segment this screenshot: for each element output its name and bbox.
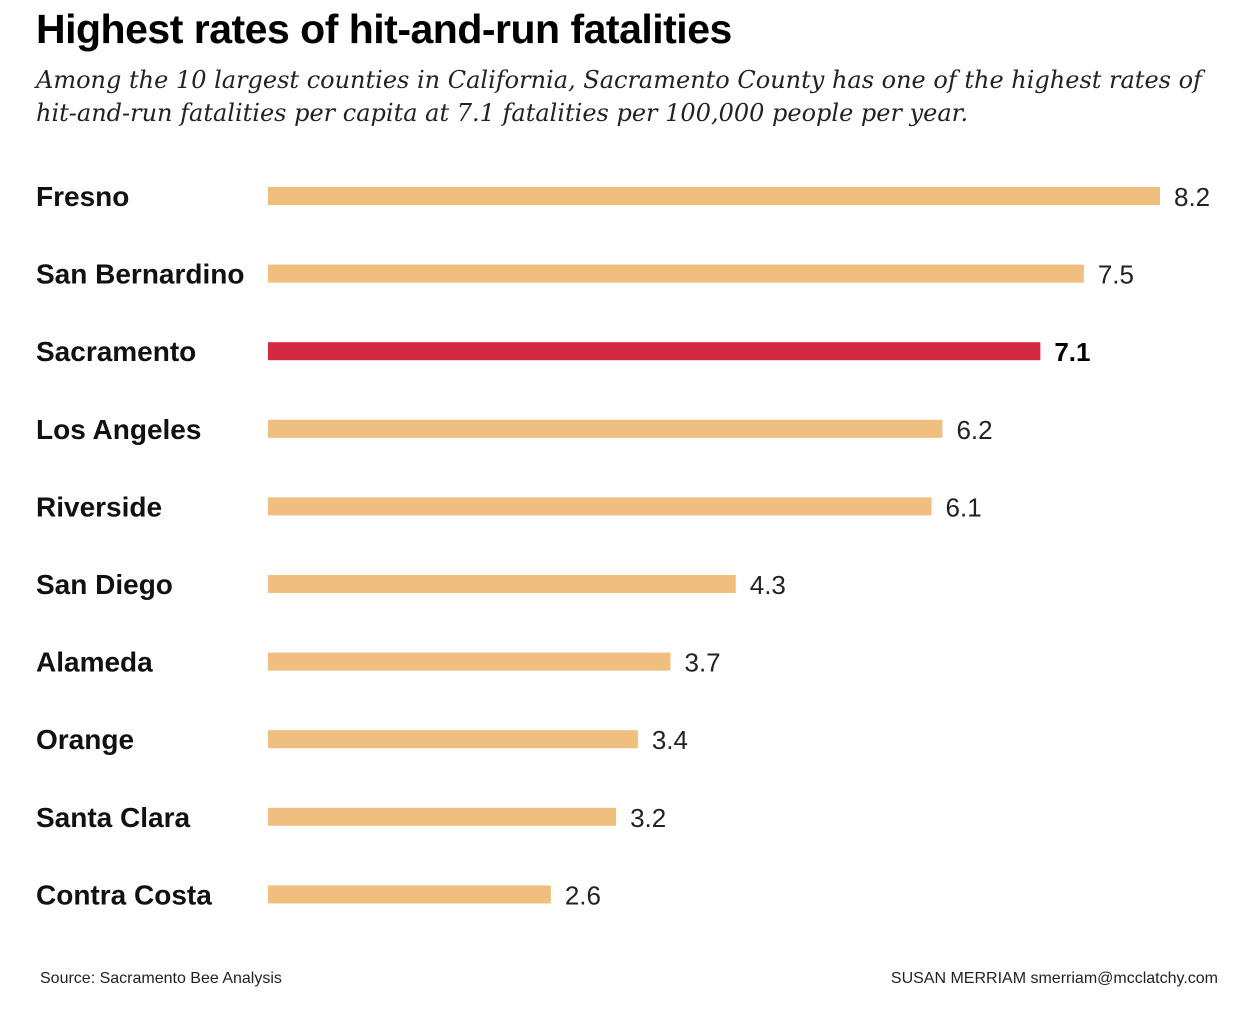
category-label-sacramento: Sacramento (36, 336, 196, 367)
bar-sacramento (268, 342, 1041, 361)
chart-title: Highest rates of hit-and-run fatalities (36, 6, 732, 52)
bar-orange (268, 730, 638, 749)
category-label-los-angeles: Los Angeles (36, 414, 201, 445)
bar-fresno (268, 187, 1160, 205)
category-label-santa-clara: Santa Clara (36, 802, 190, 833)
bar-santa-clara (268, 807, 617, 826)
chart-subtitle: Among the 10 largest counties in Califor… (36, 66, 1202, 127)
category-label-riverside: Riverside (36, 491, 162, 522)
bar-san-bernardino (268, 264, 1084, 283)
bar-alameda (268, 652, 671, 671)
bar-contra-costa (268, 885, 551, 904)
value-label-san-bernardino: 7.5 (1098, 260, 1134, 290)
source-note: Source: Sacramento Bee Analysis (40, 970, 282, 987)
value-label-orange: 3.4 (652, 725, 688, 755)
value-label-fresno: 8.2 (1174, 182, 1210, 212)
category-label-fresno: Fresno (36, 181, 129, 212)
value-label-riverside: 6.1 (946, 492, 982, 522)
author-credit: SUSAN MERRIAM smerriam@mcclatchy.com (890, 970, 1218, 987)
bar-san-diego (268, 575, 736, 593)
value-label-alameda: 3.7 (684, 648, 720, 678)
category-label-orange: Orange (36, 724, 134, 755)
category-label-alameda: Alameda (36, 647, 153, 678)
category-label-contra-costa: Contra Costa (36, 879, 212, 910)
value-label-santa-clara: 3.2 (630, 803, 666, 833)
value-label-san-diego: 4.3 (750, 570, 786, 600)
bar-los-angeles (268, 419, 943, 438)
category-label-san-bernardino: San Bernardino (36, 259, 244, 290)
value-label-sacramento: 7.1 (1054, 337, 1090, 367)
value-label-contra-costa: 2.6 (565, 880, 601, 910)
value-label-los-angeles: 6.2 (956, 415, 992, 445)
bar-riverside (268, 497, 932, 516)
category-label-san-diego: San Diego (36, 569, 173, 600)
